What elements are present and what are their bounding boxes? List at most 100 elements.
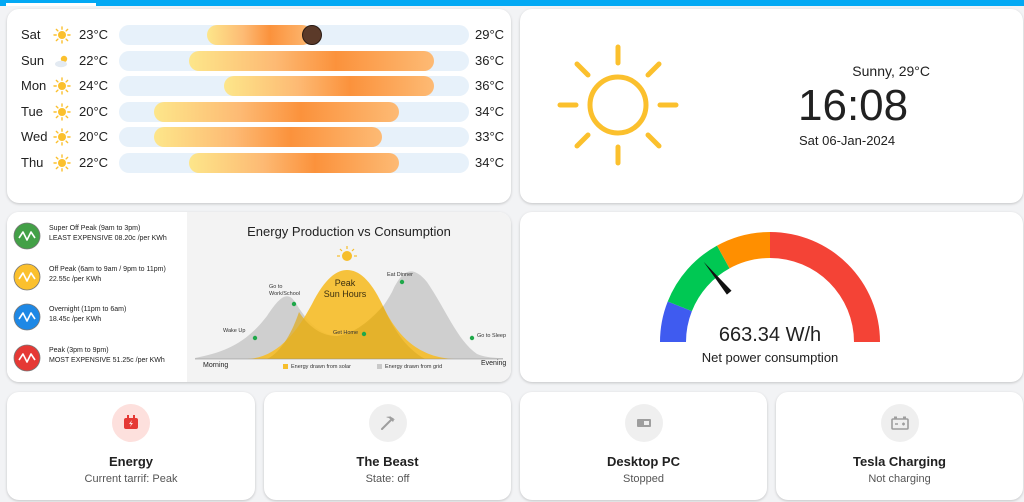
weather-condition: Sunny, 29°C bbox=[852, 63, 930, 79]
temperature-range-track bbox=[119, 50, 469, 71]
temperature-range-bar bbox=[154, 127, 382, 148]
sunny-icon bbox=[53, 77, 71, 95]
power-gauge-card[interactable]: 663.34 W/h Net power consumption bbox=[520, 212, 1023, 382]
mini-sun-icon bbox=[337, 246, 357, 261]
tile-name: Tesla Charging bbox=[853, 454, 946, 469]
wave-icon bbox=[13, 303, 41, 331]
gauge-value: 663.34 W/h bbox=[718, 324, 822, 346]
legend-grid: Energy drawn from grid bbox=[377, 364, 442, 370]
tile-name: Energy bbox=[108, 454, 154, 469]
forecast-high: 33°C bbox=[475, 129, 505, 145]
car-battery-icon bbox=[880, 404, 919, 442]
forecast-row: Tue 20°C 34°C bbox=[7, 101, 511, 123]
forecast-high: 36°C bbox=[475, 78, 505, 94]
tariff-item: Off Peak (6am to 9am / 9pm to 11pm) 22.55… bbox=[13, 263, 189, 293]
forecast-day: Thu bbox=[21, 155, 44, 170]
temperature-range-bar bbox=[189, 50, 434, 71]
tile-state: Not charging bbox=[868, 473, 931, 485]
forecast-low: 22°C bbox=[79, 52, 109, 68]
temperature-range-bar bbox=[189, 153, 399, 173]
forecast-low: 20°C bbox=[79, 129, 109, 145]
tariff-item: Super Off Peak (9am to 3pm) LEAST EXPENSI… bbox=[13, 222, 189, 252]
legend-solar: Energy drawn from solar bbox=[283, 364, 351, 370]
sun-icon bbox=[557, 44, 679, 166]
active-view-indicator bbox=[6, 3, 96, 6]
wave-icon bbox=[13, 222, 41, 250]
tile-name: The Beast bbox=[356, 454, 419, 469]
event-go-to-sleep: Go to Sleep bbox=[477, 333, 507, 339]
tariff-name: Peak (3pm to 9pm) bbox=[49, 346, 109, 354]
tariff-item: Peak (3pm to 9pm) MOST EXPENSIVE 51.25c /… bbox=[13, 344, 189, 374]
axis-start-label: Morning bbox=[203, 362, 229, 369]
gauge-segment bbox=[770, 232, 880, 342]
tariff-name: Off Peak (6am to 9am / 9pm to 11pm) bbox=[49, 265, 166, 273]
temperature-range-bar bbox=[224, 76, 434, 97]
forecast-low: 23°C bbox=[79, 27, 109, 42]
forecast-high: 34°C bbox=[475, 155, 505, 170]
the-beast-tile[interactable]: The Beast State: off bbox=[264, 392, 511, 500]
wave-icon bbox=[13, 344, 41, 371]
desktop-pc-tile[interactable]: Desktop PC Stopped bbox=[520, 392, 767, 500]
forecast-row: Thu 22°C 34°C bbox=[7, 152, 511, 174]
temperature-range-track bbox=[119, 101, 469, 122]
clock-time: 16:08 bbox=[798, 81, 909, 130]
temperature-range-bar bbox=[206, 25, 312, 45]
gauge-needle bbox=[703, 261, 732, 295]
energy-curves bbox=[195, 246, 503, 360]
weather-forecast-card[interactable]: Sat 23°C 29°C Sun 22°C 36°C Mon 24°C 36°C Tue 20°C… bbox=[7, 9, 511, 203]
tariff-price: MOST EXPENSIVE 51.25c /per KWh bbox=[49, 356, 165, 364]
tariff-price: 18.45c /per KWh bbox=[49, 316, 102, 323]
meter-electric-icon bbox=[112, 404, 150, 442]
gauge-segment bbox=[717, 232, 770, 269]
partly-cloudy-icon bbox=[55, 55, 68, 67]
forecast-low: 24°C bbox=[79, 78, 109, 94]
current-temperature-marker bbox=[301, 25, 322, 45]
forecast-low: 22°C bbox=[79, 155, 109, 170]
event-eat-dinner: Eat Dinner bbox=[387, 272, 413, 278]
forecast-low: 20°C bbox=[79, 103, 109, 119]
forecast-row: Wed 20°C 33°C bbox=[7, 126, 511, 148]
gauge-label: Net power consumption bbox=[701, 350, 839, 365]
sunny-icon bbox=[53, 154, 71, 172]
tariff-name: Super Off Peak (9am to 3pm) bbox=[49, 225, 141, 232]
forecast-row: Sun 22°C 36°C bbox=[7, 50, 511, 72]
clock-date: Sat 06-Jan-2024 bbox=[799, 133, 896, 148]
tile-state: Stopped bbox=[623, 473, 664, 485]
event-wake-up: Wake Up bbox=[223, 328, 246, 334]
tariff-list: Super Off Peak (9am to 3pm) LEAST EXPENSI… bbox=[7, 212, 187, 382]
temperature-range-track bbox=[119, 153, 469, 173]
forecast-high: 36°C bbox=[475, 52, 505, 68]
power-gauge bbox=[660, 232, 880, 342]
tesla-charging-tile[interactable]: Tesla Charging Not charging bbox=[776, 392, 1023, 500]
wave-icon bbox=[13, 263, 41, 290]
sunny-icon bbox=[53, 26, 71, 44]
gauge-segment bbox=[660, 301, 692, 342]
tariff-name: Overnight (11pm to 6am) bbox=[49, 306, 127, 313]
peak-sun-hours-label: Peak Sun Hours bbox=[323, 278, 367, 299]
tile-state: State: off bbox=[365, 473, 410, 485]
tile-name: Desktop PC bbox=[607, 454, 680, 469]
tariff-price: 22.55c /per KWh bbox=[49, 275, 102, 283]
temperature-range-track bbox=[119, 25, 469, 45]
desktop-tower-icon bbox=[624, 404, 663, 442]
sunny-icon bbox=[53, 103, 71, 121]
tariff-price: LEAST EXPENSIVE 08.20c /per KWh bbox=[49, 235, 167, 242]
gauge-segment bbox=[667, 245, 730, 312]
forecast-day: Tue bbox=[21, 103, 43, 119]
temperature-range-bar bbox=[154, 101, 399, 122]
forecast-row: Mon 24°C 36°C bbox=[7, 75, 511, 97]
clock-weather-card[interactable]: Sunny, 29°C 16:08 Sat 06-Jan-2024 bbox=[520, 9, 1023, 203]
temperature-range-track bbox=[119, 127, 469, 148]
sunny-icon bbox=[53, 128, 71, 147]
tile-state: Current tarrif: Peak bbox=[84, 473, 178, 485]
energy-infographic: Energy Production vs Consumption Peak Su… bbox=[187, 212, 511, 382]
tariff-item: Overnight (11pm to 6am) 18.45c /per KWh bbox=[13, 303, 189, 333]
forecast-day: Sun bbox=[21, 52, 45, 68]
temperature-range-track bbox=[119, 76, 469, 97]
forecast-day: Sat bbox=[21, 27, 41, 42]
forecast-high: 29°C bbox=[475, 27, 505, 42]
pickaxe-icon bbox=[368, 404, 407, 442]
energy-tile[interactable]: Energy Current tarrif: Peak bbox=[7, 392, 255, 500]
event-go-to-work: Go to Work/School bbox=[269, 284, 301, 297]
energy-tariff-card[interactable]: Super Off Peak (9am to 3pm) LEAST EXPENSI… bbox=[7, 212, 511, 382]
